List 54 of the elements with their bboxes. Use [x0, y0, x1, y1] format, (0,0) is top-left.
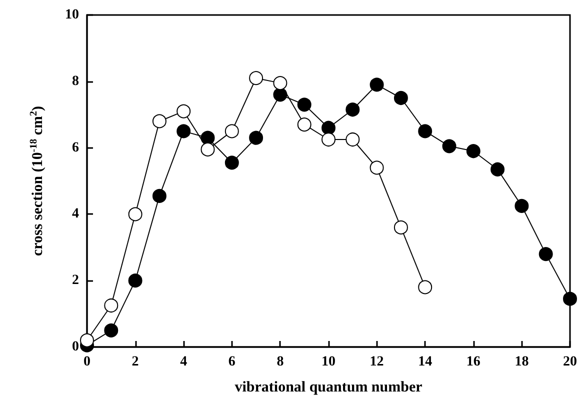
x-tick-label: 8 [276, 354, 284, 370]
point [394, 91, 408, 105]
point [297, 118, 312, 132]
point [128, 207, 142, 222]
point [152, 188, 166, 203]
point [176, 104, 191, 118]
point [370, 160, 384, 175]
point [297, 98, 312, 112]
y-tick-label: 8 [72, 74, 79, 89]
x-tick-label: 2 [132, 354, 139, 370]
point [322, 132, 336, 146]
point [538, 247, 553, 262]
point [273, 76, 288, 90]
point [200, 142, 215, 156]
x-tick-label: 20 [563, 354, 577, 370]
point [490, 162, 505, 176]
x-tick-label: 14 [418, 354, 432, 370]
point [322, 120, 336, 135]
point [418, 124, 432, 138]
y-tick-label: 6 [72, 140, 79, 156]
point [370, 78, 384, 92]
point [104, 298, 118, 312]
point [152, 114, 166, 128]
point [224, 156, 239, 170]
point [563, 292, 577, 306]
point [394, 220, 408, 234]
point [418, 280, 432, 294]
y-tick-label: 2 [72, 273, 79, 288]
x-tick-label: 0 [84, 354, 90, 370]
x-axis-title: vibrational quantum number [234, 380, 423, 396]
y-tick-label: 10 [65, 8, 79, 22]
x-tick-label: 16 [466, 354, 480, 370]
y-tick-label: 0 [72, 340, 79, 354]
x-tick-label: 18 [514, 354, 529, 370]
point [466, 144, 480, 158]
point [249, 71, 264, 86]
point [346, 132, 360, 146]
point [273, 88, 288, 102]
point [200, 130, 215, 145]
point [442, 139, 456, 154]
x-tick-label: 10 [322, 354, 336, 370]
x-tick-label: 6 [228, 354, 236, 370]
point [249, 130, 264, 145]
point [176, 124, 191, 138]
point [80, 333, 94, 348]
point [224, 124, 239, 138]
point [346, 102, 360, 117]
point [514, 198, 529, 213]
x-tick-label: 4 [180, 354, 188, 370]
point [104, 323, 118, 338]
point [128, 274, 142, 288]
y-tick-label: 4 [72, 206, 79, 222]
x-tick-label: 12 [370, 354, 384, 370]
y-axis-title: cross section (10-18 cm2) [28, 106, 46, 256]
